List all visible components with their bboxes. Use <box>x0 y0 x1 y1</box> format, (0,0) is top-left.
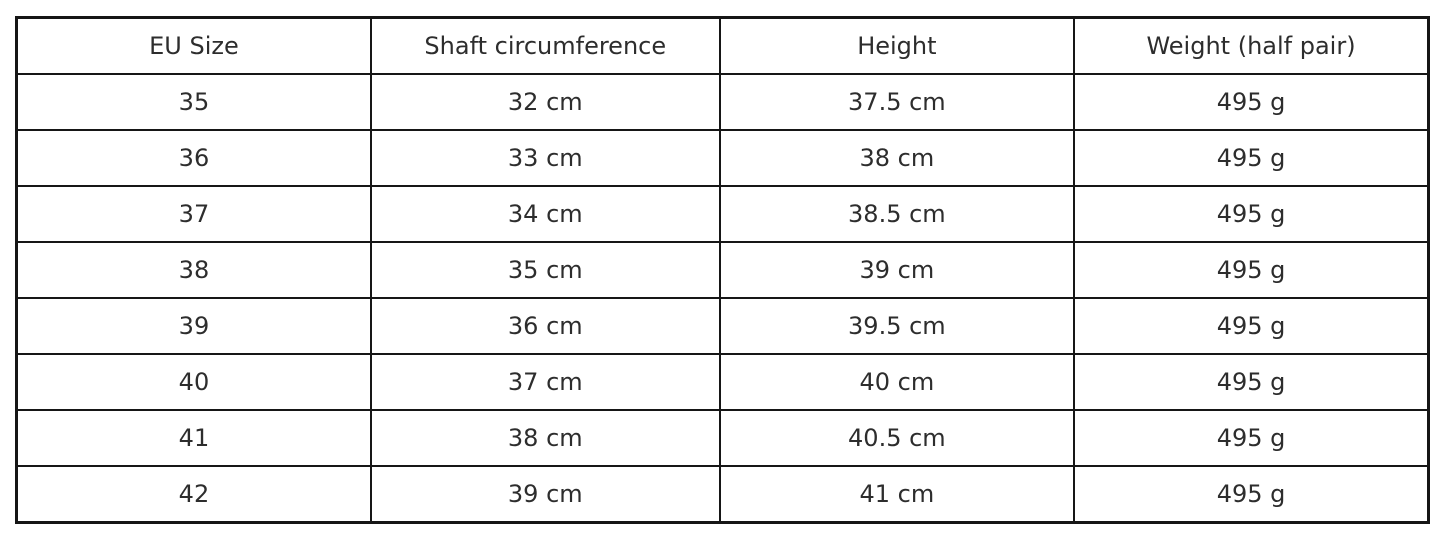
cell-eu-size: 38 <box>15 241 372 299</box>
table-row: 42 39 cm 41 cm 495 g <box>15 465 1430 524</box>
table-row: 37 34 cm 38.5 cm 495 g <box>15 185 1430 243</box>
cell-weight: 495 g <box>1073 185 1430 243</box>
cell-height: 40.5 cm <box>718 409 1076 467</box>
column-header-weight: Weight (half pair) <box>1073 16 1430 75</box>
table-row: 40 37 cm 40 cm 495 g <box>15 353 1430 411</box>
cell-height: 38.5 cm <box>718 185 1076 243</box>
cell-eu-size: 35 <box>15 73 372 131</box>
cell-shaft-circumference: 32 cm <box>369 73 721 131</box>
cell-eu-size: 42 <box>15 465 372 524</box>
cell-eu-size: 37 <box>15 185 372 243</box>
cell-height: 40 cm <box>718 353 1076 411</box>
cell-weight: 495 g <box>1073 241 1430 299</box>
column-header-height: Height <box>718 16 1076 75</box>
cell-height: 37.5 cm <box>718 73 1076 131</box>
table-row: 35 32 cm 37.5 cm 495 g <box>15 73 1430 131</box>
cell-weight: 495 g <box>1073 73 1430 131</box>
table-header-row: EU Size Shaft circumference Height Weigh… <box>15 16 1430 75</box>
cell-shaft-circumference: 39 cm <box>369 465 721 524</box>
table-body: 35 32 cm 37.5 cm 495 g 36 33 cm 38 cm 49… <box>15 73 1430 524</box>
table-row: 36 33 cm 38 cm 495 g <box>15 129 1430 187</box>
cell-shaft-circumference: 38 cm <box>369 409 721 467</box>
size-table: EU Size Shaft circumference Height Weigh… <box>15 16 1430 524</box>
column-header-shaft-circumference: Shaft circumference <box>369 16 721 75</box>
cell-eu-size: 40 <box>15 353 372 411</box>
cell-weight: 495 g <box>1073 297 1430 355</box>
cell-eu-size: 41 <box>15 409 372 467</box>
cell-height: 38 cm <box>718 129 1076 187</box>
cell-weight: 495 g <box>1073 465 1430 524</box>
size-table-container: EU Size Shaft circumference Height Weigh… <box>15 16 1430 524</box>
cell-shaft-circumference: 33 cm <box>369 129 721 187</box>
cell-height: 41 cm <box>718 465 1076 524</box>
cell-eu-size: 36 <box>15 129 372 187</box>
cell-height: 39 cm <box>718 241 1076 299</box>
cell-shaft-circumference: 35 cm <box>369 241 721 299</box>
table-row: 41 38 cm 40.5 cm 495 g <box>15 409 1430 467</box>
cell-eu-size: 39 <box>15 297 372 355</box>
cell-weight: 495 g <box>1073 129 1430 187</box>
cell-shaft-circumference: 37 cm <box>369 353 721 411</box>
cell-height: 39.5 cm <box>718 297 1076 355</box>
column-header-eu-size: EU Size <box>15 16 372 75</box>
cell-weight: 495 g <box>1073 409 1430 467</box>
table-row: 39 36 cm 39.5 cm 495 g <box>15 297 1430 355</box>
cell-shaft-circumference: 34 cm <box>369 185 721 243</box>
cell-weight: 495 g <box>1073 353 1430 411</box>
cell-shaft-circumference: 36 cm <box>369 297 721 355</box>
table-row: 38 35 cm 39 cm 495 g <box>15 241 1430 299</box>
